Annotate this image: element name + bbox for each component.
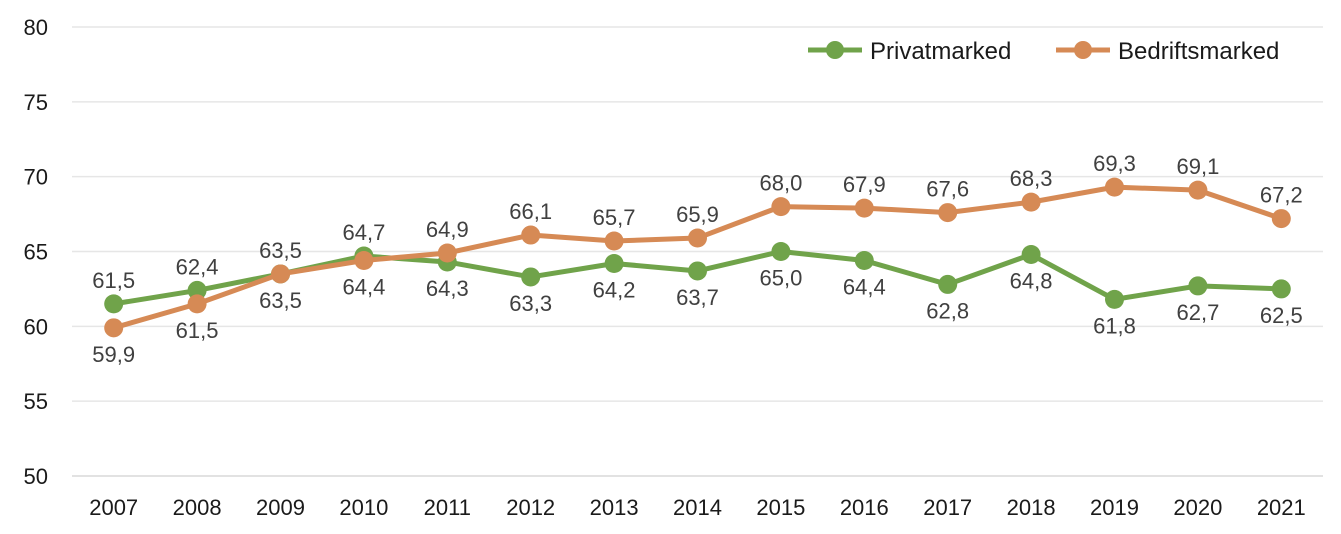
data-point xyxy=(1188,180,1208,200)
y-tick-label: 55 xyxy=(24,389,48,414)
y-tick-label: 50 xyxy=(24,464,48,489)
data-point xyxy=(187,280,207,300)
data-label: 62,4 xyxy=(176,254,219,279)
data-label: 63,5 xyxy=(259,238,302,263)
data-point xyxy=(938,274,958,294)
data-label: 63,7 xyxy=(676,285,719,310)
data-point xyxy=(521,267,541,287)
y-tick-label: 80 xyxy=(24,15,48,40)
data-point xyxy=(1105,177,1124,197)
data-point xyxy=(437,243,457,263)
data-label: 67,9 xyxy=(843,172,886,197)
data-point xyxy=(1021,244,1041,264)
data-label: 67,6 xyxy=(926,177,969,202)
x-tick-label: 2012 xyxy=(506,495,555,520)
data-point xyxy=(854,250,874,270)
data-label: 62,8 xyxy=(926,298,969,323)
data-label: 63,5 xyxy=(259,288,302,313)
data-point xyxy=(854,198,874,218)
x-tick-label: 2007 xyxy=(89,495,138,520)
data-label: 64,8 xyxy=(1010,268,1053,293)
y-tick-label: 75 xyxy=(24,90,48,115)
x-tick-label: 2014 xyxy=(673,495,722,520)
data-point xyxy=(1271,279,1291,299)
y-axis: 50 55 60 65 70 75 80 xyxy=(24,15,48,489)
y-tick-label: 70 xyxy=(24,165,48,190)
data-point xyxy=(271,264,290,284)
data-label: 64,7 xyxy=(342,220,385,245)
x-tick-label: 2009 xyxy=(256,495,305,520)
legend: Privatmarked Bedriftsmarked xyxy=(808,38,1279,65)
x-tick-label: 2010 xyxy=(339,495,388,520)
legend-label-bedriftsmarked: Bedriftsmarked xyxy=(1118,38,1279,65)
data-labels: 61,5 59,9 62,4 61,5 63,5 63,5 64,7 64,4 64,3 64,9… xyxy=(92,151,1302,367)
data-label: 68,3 xyxy=(1010,166,1053,191)
data-label: 66,1 xyxy=(509,199,552,224)
data-label: 61,8 xyxy=(1093,313,1136,338)
legend-marker-bedriftsmarked xyxy=(1074,41,1092,59)
data-label: 64,3 xyxy=(426,276,469,301)
data-point xyxy=(104,294,124,314)
data-point xyxy=(104,318,124,338)
x-tick-label: 2008 xyxy=(173,495,222,520)
data-point xyxy=(688,261,707,281)
x-tick-label: 2020 xyxy=(1173,495,1222,520)
data-point xyxy=(1021,192,1041,212)
data-point xyxy=(604,253,624,273)
legend-item-privatmarked: Privatmarked xyxy=(808,38,1011,65)
x-tick-label: 2011 xyxy=(424,495,471,520)
data-point xyxy=(1105,289,1124,309)
data-label: 69,3 xyxy=(1093,151,1136,176)
data-label: 64,4 xyxy=(843,274,886,299)
data-label: 65,9 xyxy=(676,202,719,227)
data-label: 65,0 xyxy=(759,266,802,291)
data-point xyxy=(521,225,541,245)
x-tick-label: 2021 xyxy=(1257,495,1306,520)
data-label: 63,3 xyxy=(509,291,552,316)
data-label: 62,5 xyxy=(1260,303,1303,328)
x-tick-label: 2019 xyxy=(1090,495,1139,520)
data-label: 67,2 xyxy=(1260,183,1303,208)
x-tick-label: 2013 xyxy=(590,495,639,520)
series-bedriftsmarked xyxy=(104,177,1291,338)
gridlines xyxy=(72,26,1323,402)
data-point xyxy=(354,250,374,270)
data-point xyxy=(688,228,707,248)
legend-marker-privatmarked xyxy=(826,41,844,59)
x-tick-label: 2017 xyxy=(923,495,972,520)
data-label: 59,9 xyxy=(92,342,135,367)
series xyxy=(104,177,1291,338)
data-point xyxy=(604,231,624,251)
data-label: 65,7 xyxy=(593,205,636,230)
data-label: 68,0 xyxy=(759,171,802,196)
data-label: 64,9 xyxy=(426,217,469,242)
legend-label-privatmarked: Privatmarked xyxy=(870,38,1011,65)
data-point xyxy=(771,197,791,217)
x-tick-label: 2016 xyxy=(840,495,889,520)
x-tick-label: 2018 xyxy=(1007,495,1056,520)
data-point xyxy=(938,203,958,223)
y-tick-label: 65 xyxy=(24,240,48,265)
data-point xyxy=(771,242,791,261)
y-tick-label: 60 xyxy=(24,314,48,339)
x-axis: 2007 2008 2009 2010 2011 2012 2013 2014 2015 2016… xyxy=(72,475,1323,520)
data-label: 61,5 xyxy=(92,268,135,293)
data-label: 69,1 xyxy=(1176,154,1219,179)
data-label: 64,2 xyxy=(593,277,636,302)
data-point xyxy=(187,294,207,314)
data-label: 61,5 xyxy=(176,318,219,343)
data-point xyxy=(1271,209,1291,229)
legend-item-bedriftsmarked: Bedriftsmarked xyxy=(1056,38,1279,65)
data-point xyxy=(1188,276,1208,296)
data-label: 64,4 xyxy=(342,274,385,299)
x-tick-label: 2015 xyxy=(756,495,805,520)
data-label: 62,7 xyxy=(1176,300,1219,325)
